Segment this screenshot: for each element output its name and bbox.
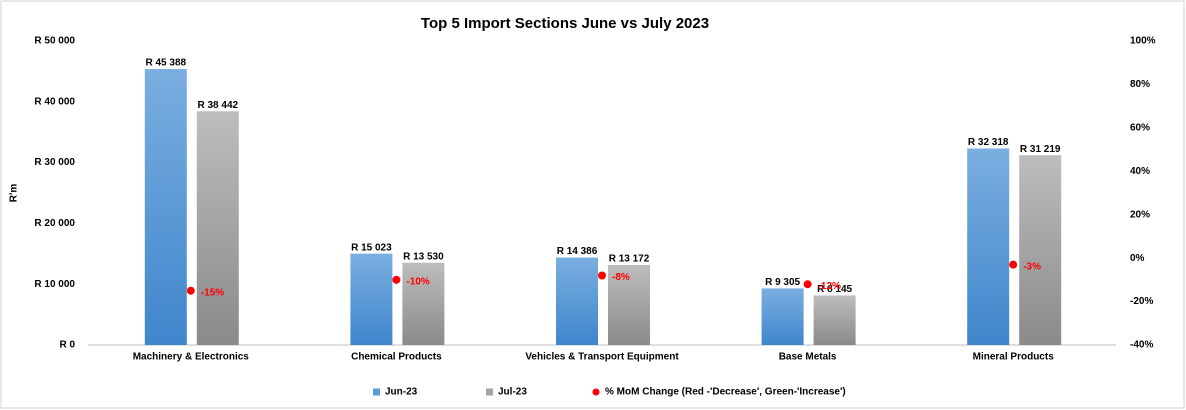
mom-label: -8% <box>612 272 630 283</box>
mom-label: -3% <box>1023 261 1041 272</box>
x-tick-label: Vehicles & Transport Equipment <box>525 352 679 363</box>
bar-value-label: R 13 530 <box>403 251 444 262</box>
y2-tick-label: 20% <box>1130 209 1150 220</box>
legend-label: Jul-23 <box>498 387 527 398</box>
bar <box>608 264 650 345</box>
y2-tick-label: -40% <box>1130 340 1153 351</box>
legend-swatch <box>592 388 600 396</box>
y-tick-label: R 10 000 <box>34 279 75 290</box>
bar-value-label: R 45 388 <box>146 58 187 69</box>
bar <box>761 288 804 345</box>
y2-tick-label: 100% <box>1130 36 1156 47</box>
bar-value-label: R 31 219 <box>1020 144 1061 155</box>
legend-swatch <box>486 388 493 396</box>
bar <box>350 253 393 345</box>
mom-label: -10% <box>406 276 429 287</box>
bar <box>144 69 187 346</box>
bar <box>196 111 239 345</box>
bar-value-label: R 9 305 <box>765 277 800 288</box>
mom-label: -12% <box>818 281 841 292</box>
bar-value-label: R 14 386 <box>557 246 598 257</box>
legend-label: Jun-23 <box>385 387 418 398</box>
bar <box>813 295 856 345</box>
mom-point <box>803 280 812 289</box>
legend-swatch <box>373 388 380 396</box>
y2-tick-label: 60% <box>1130 122 1150 133</box>
y2-tick-label: -20% <box>1130 296 1153 307</box>
y-tick-label: R 50 000 <box>34 36 75 47</box>
bar <box>1019 155 1062 345</box>
bar-value-label: R 8 145 <box>817 284 852 295</box>
mom-label: -15% <box>201 287 224 298</box>
y-tick-label: R 30 000 <box>34 157 75 168</box>
y-tick-label: R 40 000 <box>34 96 75 107</box>
legend-label: % MoM Change (Red -'Decrease', Green-'In… <box>605 387 846 398</box>
y2-tick-label: 80% <box>1130 79 1150 90</box>
bar <box>967 148 1010 345</box>
y2-tick-label: 0% <box>1130 253 1145 264</box>
bar-value-label: R 32 318 <box>968 137 1009 148</box>
y-tick-label: R 20 000 <box>34 218 75 229</box>
bar <box>402 262 445 345</box>
x-tick-label: Mineral Products <box>973 352 1055 363</box>
x-tick-label: Chemical Products <box>351 352 442 363</box>
mom-point <box>186 286 195 295</box>
y-axis-label: R'm <box>9 184 20 203</box>
chart-title: Top 5 Import Sections June vs July 2023 <box>421 15 709 32</box>
mom-point <box>392 275 401 284</box>
x-tick-label: Machinery & Electronics <box>133 352 250 363</box>
bar-value-label: R 13 172 <box>609 254 650 265</box>
mom-point <box>598 271 606 280</box>
y2-tick-label: 40% <box>1130 166 1150 177</box>
bar-value-label: R 15 023 <box>351 242 392 253</box>
x-tick-label: Base Metals <box>779 352 837 363</box>
mom-point <box>1009 260 1018 269</box>
bar <box>556 257 598 345</box>
y-tick-label: R 0 <box>59 340 75 351</box>
bar-value-label: R 38 442 <box>198 100 239 111</box>
